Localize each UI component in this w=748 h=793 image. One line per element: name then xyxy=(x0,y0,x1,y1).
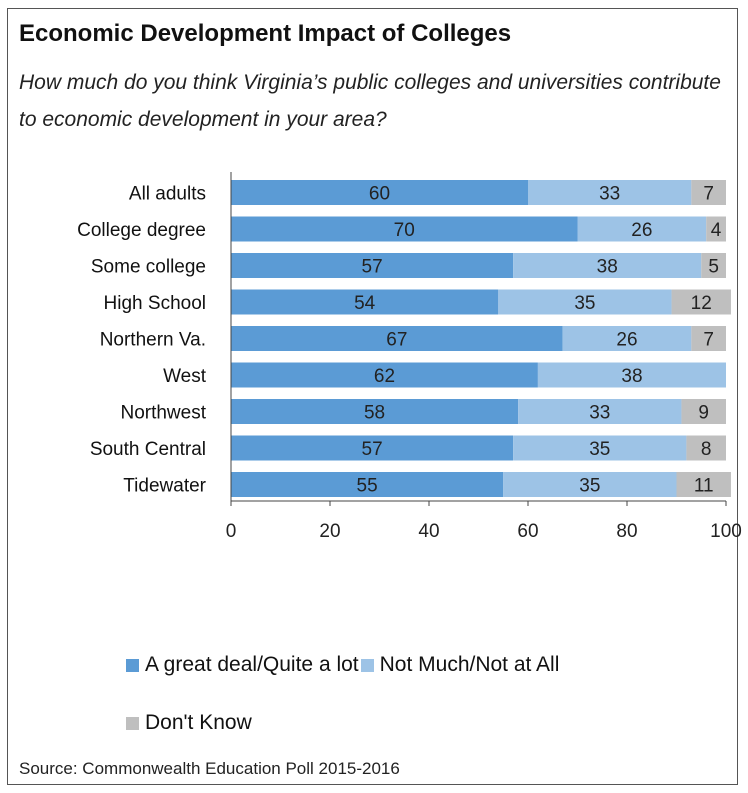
bar-northern-va-not-much xyxy=(562,326,692,351)
category-label-northwest: Northwest xyxy=(120,403,206,424)
x-tick-label-60: 60 xyxy=(517,521,538,542)
category-label-high-school: High School xyxy=(104,293,206,314)
bar-some-college-not-much xyxy=(513,253,702,278)
bar-college-degree-great-deal xyxy=(231,216,578,242)
value-label-northwest-dont-know: 9 xyxy=(698,403,709,424)
bar-west-great-deal xyxy=(231,362,538,388)
value-label-tidewater-dont-know: 11 xyxy=(694,476,714,497)
value-label-some-college-great-deal: 57 xyxy=(362,257,383,278)
chart-frame xyxy=(7,8,738,785)
category-label-west: West xyxy=(163,366,207,387)
bar-all-adults-dont-know xyxy=(691,180,726,205)
bar-high-school-dont-know xyxy=(671,289,731,315)
value-label-some-college-not-much: 38 xyxy=(597,257,618,278)
category-label-tidewater: Tidewater xyxy=(123,476,206,497)
legend-label-great-deal: A great deal/Quite a lot xyxy=(145,653,359,676)
x-tick-label-80: 80 xyxy=(616,521,637,542)
value-label-west-not-much: 38 xyxy=(621,366,642,387)
value-label-all-adults-not-much: 33 xyxy=(599,184,620,205)
legend-item-great-deal: A great deal/Quite a lot xyxy=(126,653,359,677)
value-label-college-degree-dont-know: 4 xyxy=(711,220,722,241)
value-label-high-school-great-deal: 54 xyxy=(354,293,376,314)
value-label-all-adults-great-deal: 60 xyxy=(369,184,390,205)
x-tick-label-20: 20 xyxy=(319,521,340,542)
value-label-northern-va-great-deal: 67 xyxy=(386,330,407,351)
bar-tidewater-great-deal xyxy=(231,472,504,497)
bar-college-degree-dont-know xyxy=(706,216,726,242)
value-label-northern-va-dont-know: 7 xyxy=(703,330,714,351)
value-label-college-degree-not-much: 26 xyxy=(631,220,652,241)
legend-swatch-not-much xyxy=(360,658,374,672)
bar-south-central-not-much xyxy=(513,435,687,461)
x-tick-label-0: 0 xyxy=(226,521,237,542)
value-label-high-school-not-much: 35 xyxy=(574,293,595,314)
legend-label-not-much: Not Much/Not at All xyxy=(379,653,560,676)
legend-label-dont-know: Don't Know xyxy=(145,711,252,734)
bar-northwest-great-deal xyxy=(231,399,519,424)
value-label-west-great-deal: 62 xyxy=(374,366,395,387)
bar-south-central-dont-know xyxy=(686,435,726,461)
bar-all-adults-not-much xyxy=(528,180,692,205)
value-label-all-adults-dont-know: 7 xyxy=(703,184,714,205)
bar-tidewater-not-much xyxy=(503,472,677,497)
legend-row-2: Don't Know xyxy=(126,708,686,738)
chart-legend: A great deal/Quite a lot Not Much/Not at… xyxy=(126,650,686,738)
category-label-some-college: Some college xyxy=(91,257,206,278)
legend-swatch-dont-know xyxy=(126,716,139,730)
bar-some-college-great-deal xyxy=(231,253,514,278)
value-label-south-central-dont-know: 8 xyxy=(701,439,712,460)
bar-high-school-not-much xyxy=(498,289,672,315)
bar-northwest-dont-know xyxy=(681,399,726,424)
value-label-tidewater-not-much: 35 xyxy=(579,476,600,497)
bar-northern-va-great-deal xyxy=(231,326,563,351)
chart-title: Economic Development Impact of Colleges xyxy=(19,20,512,47)
bar-northern-va-dont-know xyxy=(691,326,726,351)
x-tick-label-100: 100 xyxy=(710,521,742,542)
bar-college-degree-not-much xyxy=(577,216,707,242)
value-label-south-central-great-deal: 57 xyxy=(362,439,383,460)
value-label-northwest-great-deal: 58 xyxy=(364,403,385,424)
bar-tidewater-dont-know xyxy=(676,472,731,497)
chart-subtitle: How much do you think Virginia’s public … xyxy=(19,71,721,131)
bar-west-not-much xyxy=(537,362,726,388)
legend-swatch-great-deal xyxy=(126,658,139,672)
category-label-college-degree: College degree xyxy=(77,220,206,241)
value-label-northwest-not-much: 33 xyxy=(589,403,610,424)
value-label-college-degree-great-deal: 70 xyxy=(394,220,415,241)
category-label-all-adults: All adults xyxy=(129,184,206,205)
value-label-south-central-not-much: 35 xyxy=(589,439,610,460)
legend-item-dont-know: Don't Know xyxy=(126,711,252,735)
bar-northwest-not-much xyxy=(518,399,682,424)
legend-row-1: A great deal/Quite a lot Not Much/Not at… xyxy=(126,650,686,680)
value-label-northern-va-not-much: 26 xyxy=(616,330,637,351)
value-label-some-college-dont-know: 5 xyxy=(708,257,719,278)
bar-some-college-dont-know xyxy=(701,253,726,278)
value-label-tidewater-great-deal: 55 xyxy=(357,476,378,497)
bar-high-school-great-deal xyxy=(231,289,499,315)
value-label-high-school-dont-know: 12 xyxy=(691,293,712,314)
category-label-south-central: South Central xyxy=(90,439,206,460)
legend-item-not-much: Not Much/Not at All xyxy=(360,653,560,677)
source-note: Source: Commonwealth Education Poll 2015… xyxy=(19,759,400,778)
bar-all-adults-great-deal xyxy=(231,180,528,205)
bar-south-central-great-deal xyxy=(231,435,514,461)
category-label-northern-va: Northern Va. xyxy=(100,330,206,351)
x-tick-label-40: 40 xyxy=(418,521,439,542)
